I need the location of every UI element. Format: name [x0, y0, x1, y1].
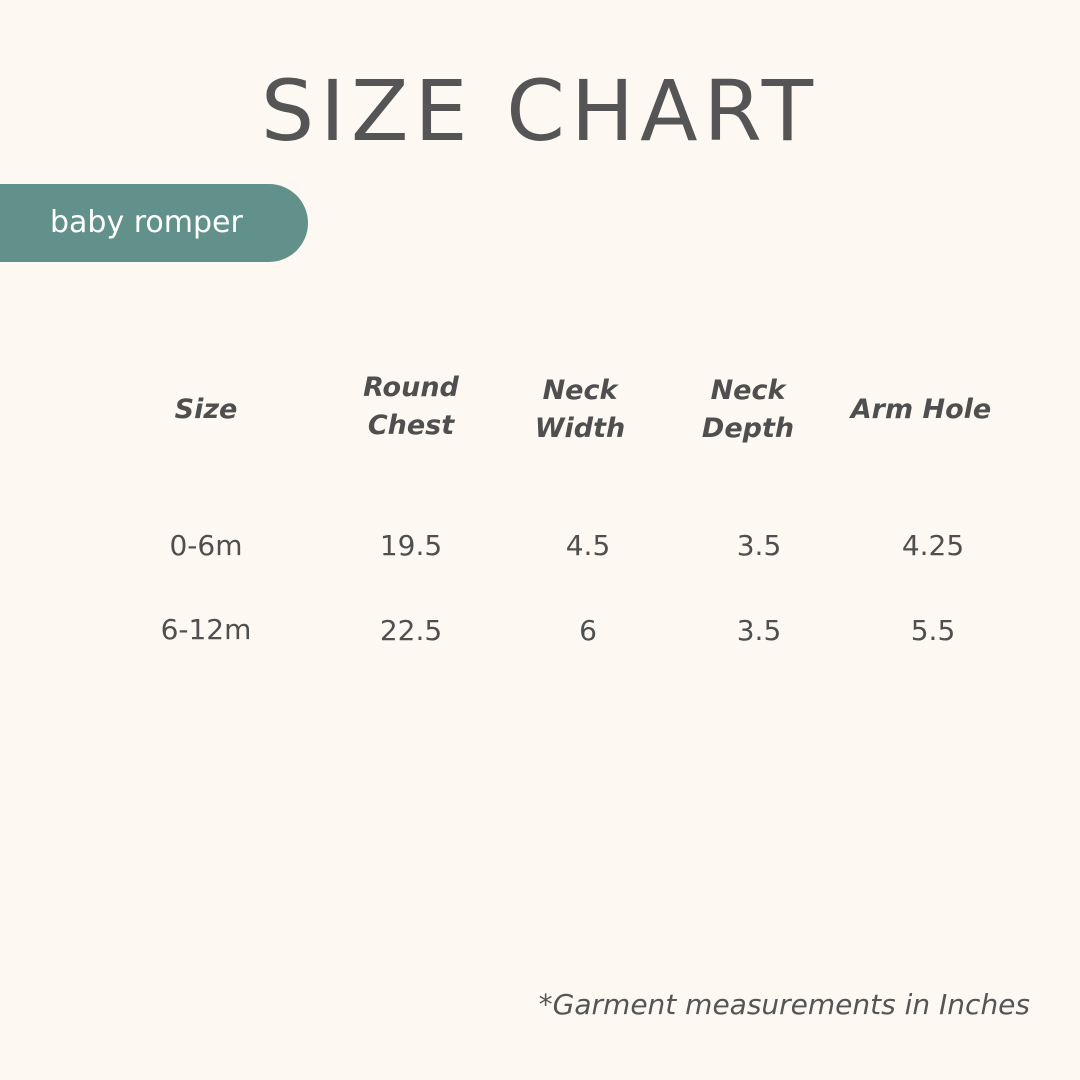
- table-cell: 3.5: [736, 614, 782, 647]
- table-cell: 6: [579, 614, 597, 647]
- table-cell: 0-6m: [169, 529, 243, 562]
- table-cell: 4.5: [565, 529, 611, 562]
- table-cell: 4.25: [901, 529, 965, 562]
- product-tag: baby romper: [0, 184, 308, 262]
- header-neck-width: Neck Width: [534, 375, 626, 444]
- header-round-chest: Round Chest: [363, 372, 459, 441]
- table-cell: 3.5: [736, 529, 782, 562]
- table-cell: 19.5: [379, 529, 443, 562]
- header-arm-hole: Arm Hole: [850, 394, 992, 425]
- header-size: Size: [174, 394, 238, 425]
- table-cell: 5.5: [910, 614, 956, 647]
- table-cell: 22.5: [379, 614, 443, 647]
- measurement-note: *Garment measurements in Inches: [538, 988, 1030, 1021]
- page-title: SIZE CHART: [260, 62, 820, 160]
- table-cell: 6-12m: [160, 613, 252, 646]
- header-neck-depth: Neck Depth: [701, 375, 795, 444]
